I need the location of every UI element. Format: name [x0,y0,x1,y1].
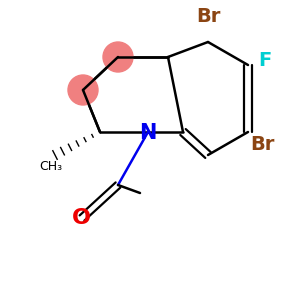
Text: CH₃: CH₃ [39,160,63,173]
Text: Br: Br [196,8,220,26]
Circle shape [68,75,98,105]
Text: F: F [258,50,272,70]
Text: O: O [71,208,91,228]
Text: Br: Br [250,136,274,154]
Circle shape [103,42,133,72]
Text: N: N [139,123,157,143]
